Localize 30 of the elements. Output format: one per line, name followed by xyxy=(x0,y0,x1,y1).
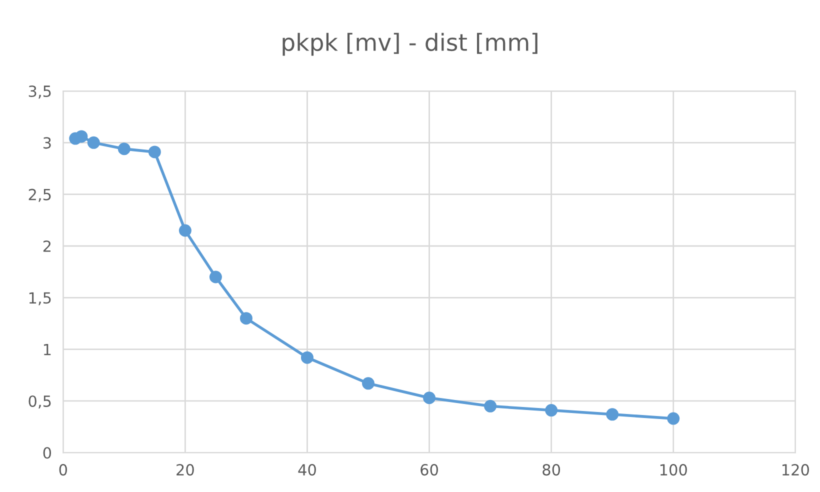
point xyxy=(300,351,314,364)
y-tick-label: 1,5 xyxy=(29,292,51,306)
point xyxy=(178,224,192,237)
y-tick-label: 3 xyxy=(43,137,51,149)
y-tick-label: 2,5 xyxy=(28,188,51,202)
point xyxy=(240,312,252,325)
point xyxy=(484,400,497,412)
point xyxy=(606,408,619,421)
x-tick-label: 120 xyxy=(782,464,809,476)
point xyxy=(118,142,130,156)
x-tick-label: 20 xyxy=(176,464,194,476)
point xyxy=(209,270,222,284)
x-tick-label: 80 xyxy=(542,464,560,476)
x-tick-label: 100 xyxy=(660,464,687,476)
point xyxy=(75,130,88,143)
chart-title: pkpk [mv] - dist [mm] xyxy=(282,32,538,56)
y-tick-label: 2 xyxy=(43,240,50,252)
point xyxy=(148,146,161,158)
x-tick-label: 40 xyxy=(298,464,316,476)
y-tick-label: 3,5 xyxy=(28,85,51,99)
point xyxy=(667,412,680,425)
y-tick-label: 1 xyxy=(44,344,51,356)
point xyxy=(362,377,374,390)
x-tick-label: 60 xyxy=(420,464,438,476)
y-tick-label: 0 xyxy=(43,447,52,459)
point xyxy=(545,404,558,417)
point xyxy=(423,392,436,404)
x-tick-label: 0 xyxy=(59,464,67,476)
point xyxy=(87,136,100,149)
y-tick-label: 0,5 xyxy=(28,395,51,409)
